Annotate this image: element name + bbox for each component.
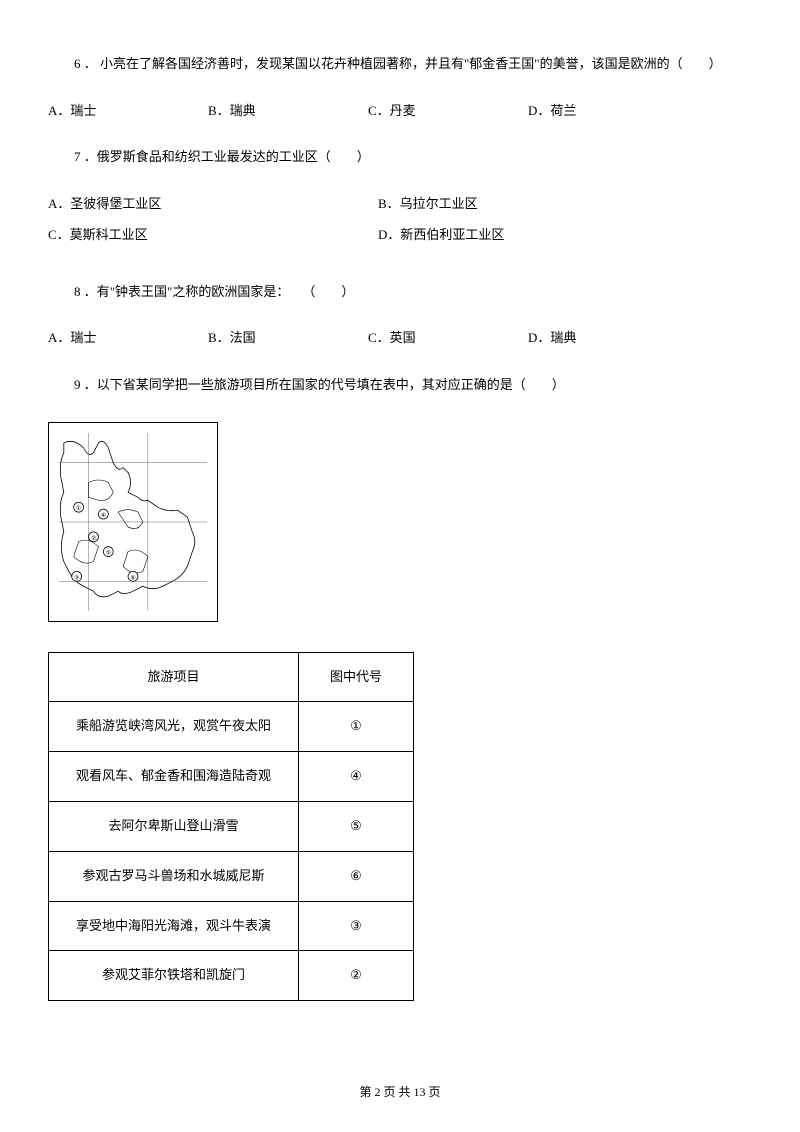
table-header-row: 旅游项目 图中代号	[49, 652, 414, 702]
table-cell-code: ⑥	[299, 851, 414, 901]
svg-text:⑤: ⑤	[106, 549, 111, 556]
table-row: 参观艾菲尔铁塔和凯旋门 ②	[49, 951, 414, 1001]
table-row: 享受地中海阳光海滩，观斗牛表演 ③	[49, 901, 414, 951]
question-7-options: A．圣彼得堡工业区 B．乌拉尔工业区 C．莫斯科工业区 D．新西伯利亚工业区	[48, 194, 752, 256]
option-7c: C．莫斯科工业区	[48, 225, 378, 246]
option-6b: B．瑞典	[208, 101, 368, 122]
question-9-text: 9 ．以下省某同学把一些旅游项目所在国家的代号填在表中，其对应正确的是（ ）	[48, 371, 752, 400]
table-header-code: 图中代号	[299, 652, 414, 702]
option-7d: D．新西伯利亚工业区	[378, 225, 708, 246]
option-7b: B．乌拉尔工业区	[378, 194, 708, 215]
svg-text:⑥: ⑥	[130, 574, 135, 581]
table-header-project: 旅游项目	[49, 652, 299, 702]
table-cell-project: 去阿尔卑斯山登山滑雪	[49, 801, 299, 851]
svg-text:④: ④	[101, 512, 106, 519]
table-cell-project: 参观艾菲尔铁塔和凯旋门	[49, 951, 299, 1001]
table-cell-project: 享受地中海阳光海滩，观斗牛表演	[49, 901, 299, 951]
table-cell-code: ②	[299, 951, 414, 1001]
table-cell-code: ③	[299, 901, 414, 951]
table-cell-project: 观看风车、郁金香和围海造陆奇观	[49, 752, 299, 802]
option-8a: A．瑞士	[48, 328, 208, 349]
table-row: 观看风车、郁金香和围海造陆奇观 ④	[49, 752, 414, 802]
europe-map-image: ① ② ③ ④ ⑤ ⑥	[48, 422, 218, 622]
table-row: 乘船游览峡湾风光，观赏午夜太阳 ①	[49, 702, 414, 752]
question-7-text: 7 ．俄罗斯食品和纺织工业最发达的工业区（ ）	[48, 143, 752, 172]
option-8c: C．英国	[368, 328, 528, 349]
option-6a: A．瑞士	[48, 101, 208, 122]
question-6-text: 6 ． 小亮在了解各国经济善时，发现某国以花卉种植园著称，并且有"郁金香王国"的…	[48, 50, 752, 79]
option-7a: A．圣彼得堡工业区	[48, 194, 378, 215]
page-footer: 第 2 页 共 13 页	[0, 1083, 800, 1102]
table-cell-code: ①	[299, 702, 414, 752]
option-6d: D．荷兰	[528, 101, 688, 122]
question-8-text: 8 ．有"钟表王国"之称的欧洲国家是： （ ）	[48, 278, 752, 307]
option-8b: B．法国	[208, 328, 368, 349]
table-row: 参观古罗马斗兽场和水城威尼斯 ⑥	[49, 851, 414, 901]
option-8d: D．瑞典	[528, 328, 688, 349]
table-cell-project: 参观古罗马斗兽场和水城威尼斯	[49, 851, 299, 901]
svg-text:②: ②	[91, 534, 96, 541]
map-svg: ① ② ③ ④ ⑤ ⑥	[49, 423, 217, 621]
svg-text:③: ③	[74, 574, 79, 581]
table-cell-code: ④	[299, 752, 414, 802]
table-row: 去阿尔卑斯山登山滑雪 ⑤	[49, 801, 414, 851]
svg-text:①: ①	[76, 505, 81, 512]
tourism-table: 旅游项目 图中代号 乘船游览峡湾风光，观赏午夜太阳 ① 观看风车、郁金香和围海造…	[48, 652, 414, 1002]
question-8-options: A．瑞士 B．法国 C．英国 D．瑞典	[48, 328, 752, 349]
table-cell-project: 乘船游览峡湾风光，观赏午夜太阳	[49, 702, 299, 752]
question-6-options: A．瑞士 B．瑞典 C．丹麦 D．荷兰	[48, 101, 752, 122]
table-cell-code: ⑤	[299, 801, 414, 851]
option-6c: C．丹麦	[368, 101, 528, 122]
